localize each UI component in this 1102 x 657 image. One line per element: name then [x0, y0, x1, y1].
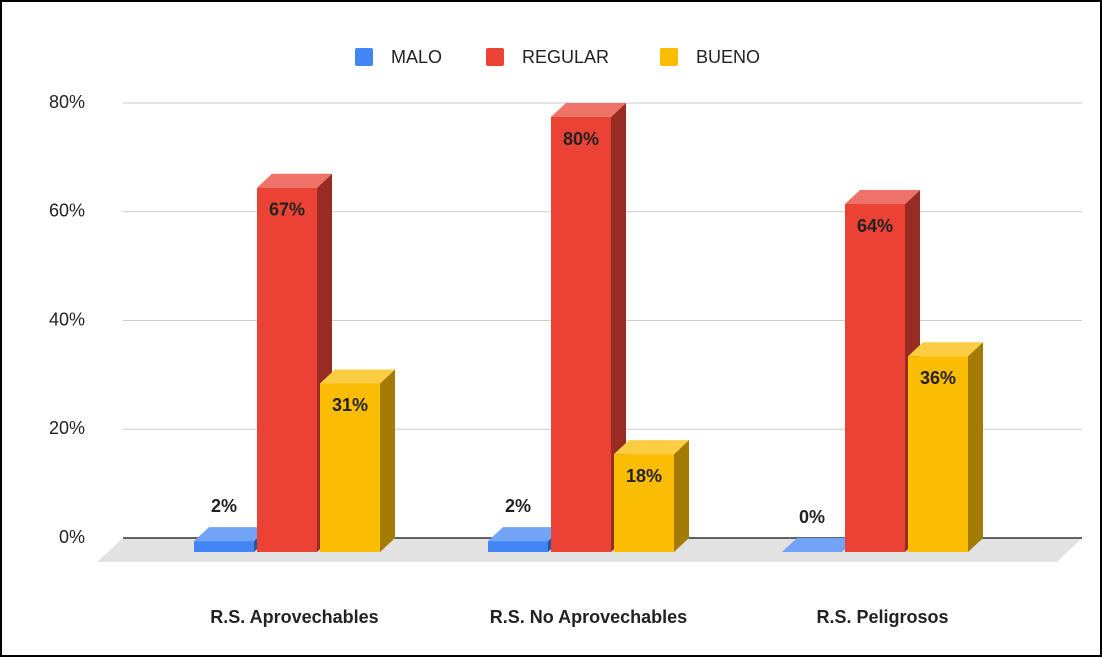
- y-tick-label: 40%: [49, 309, 85, 329]
- bar: [551, 117, 611, 552]
- bar: [320, 383, 380, 552]
- legend-swatch: [660, 48, 678, 66]
- bar-top: [614, 440, 689, 455]
- legend-label: BUENO: [696, 47, 760, 67]
- x-tick-label: R.S. Peligrosos: [816, 607, 948, 627]
- bar: [488, 541, 548, 552]
- y-tick-label: 60%: [49, 201, 85, 221]
- bar-top: [320, 369, 395, 384]
- data-label: 67%: [269, 199, 305, 219]
- y-tick-label: 20%: [49, 418, 85, 438]
- bar: [257, 187, 317, 552]
- bar-side: [611, 103, 626, 552]
- data-label: 2%: [211, 496, 237, 516]
- bar-top: [551, 103, 626, 117]
- bar: [614, 454, 674, 552]
- data-label: 2%: [505, 496, 531, 516]
- bar: [194, 541, 254, 552]
- bar-top: [908, 342, 983, 357]
- bar-top: [488, 527, 563, 542]
- legend-label: MALO: [391, 47, 442, 67]
- legend-label: REGULAR: [522, 47, 609, 67]
- bar: [908, 356, 968, 552]
- bar-top: [782, 538, 857, 552]
- y-tick-label: 0%: [59, 527, 85, 547]
- bar-side: [674, 440, 689, 552]
- bar-top: [194, 527, 269, 542]
- bar-side: [380, 369, 395, 552]
- data-label: 36%: [920, 368, 956, 388]
- bar: [845, 204, 905, 552]
- bar-top: [845, 190, 920, 204]
- y-tick-label: 80%: [49, 92, 85, 112]
- bar-side: [968, 342, 983, 552]
- data-label: 80%: [563, 129, 599, 149]
- legend-swatch: [355, 48, 373, 66]
- x-tick-label: R.S. No Aprovechables: [490, 607, 687, 627]
- data-label: 0%: [799, 507, 825, 527]
- legend-swatch: [486, 48, 504, 66]
- x-tick-label: R.S. Aprovechables: [210, 607, 378, 627]
- bar-top: [257, 173, 332, 188]
- data-label: 31%: [332, 395, 368, 415]
- data-label: 18%: [626, 466, 662, 486]
- data-label: 64%: [857, 216, 893, 236]
